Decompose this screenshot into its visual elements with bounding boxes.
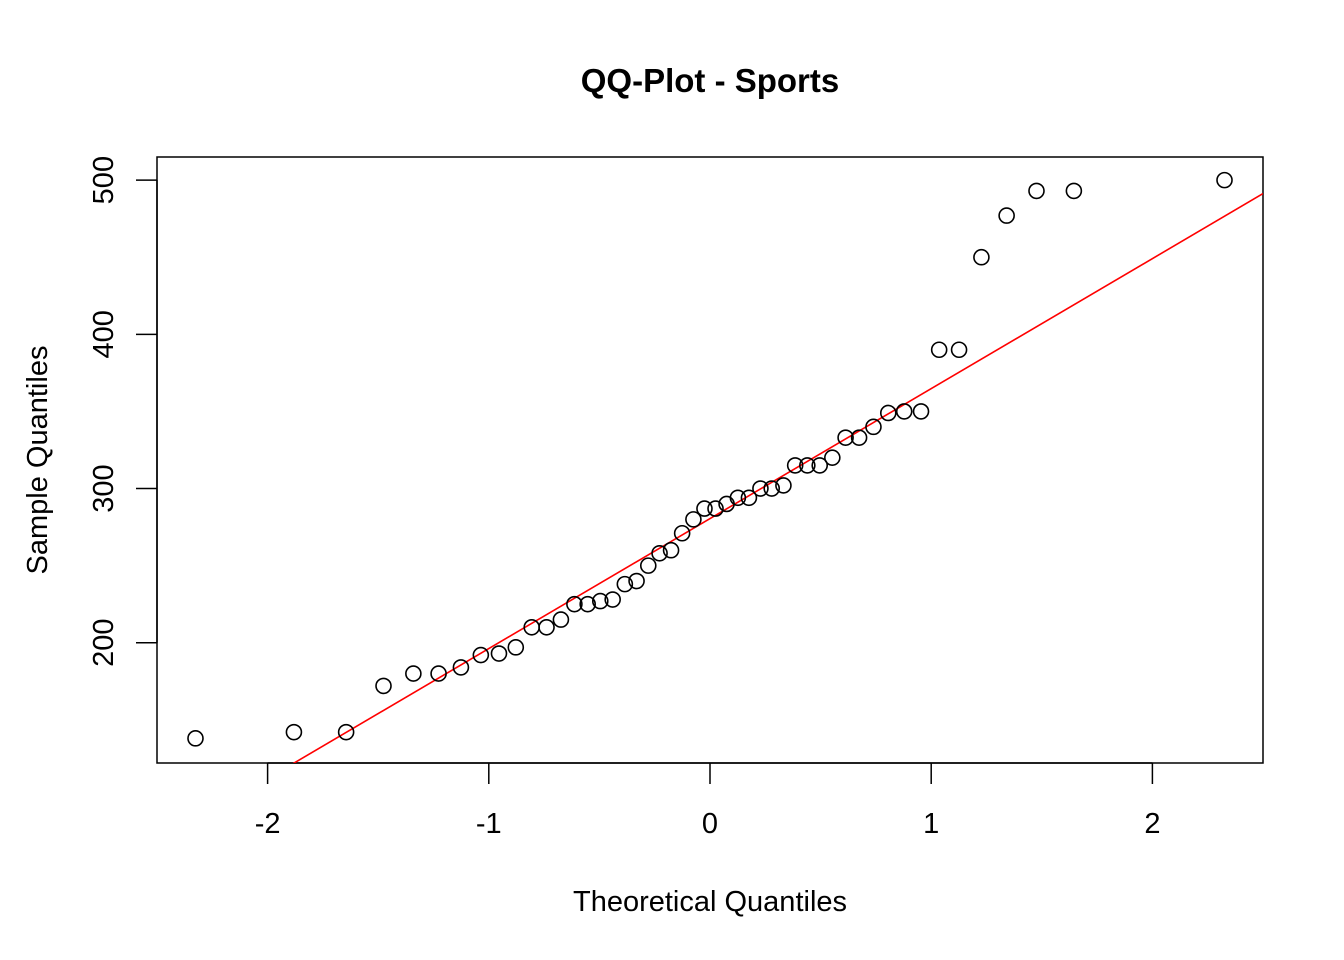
- data-point: [552, 611, 570, 628]
- data-point: [490, 645, 508, 662]
- data-point: [998, 207, 1015, 224]
- data-point: [405, 665, 422, 682]
- y-tick-label: 400: [88, 310, 120, 358]
- data-point: [930, 341, 948, 359]
- data-point: [452, 659, 470, 676]
- data-point: [375, 677, 392, 695]
- data-point: [591, 592, 609, 610]
- qq-reference-line: [292, 192, 1263, 763]
- data-point: [837, 429, 854, 446]
- data-point: [973, 248, 990, 266]
- plot-frame: [156, 156, 1264, 764]
- data-point: [879, 404, 897, 422]
- y-axis: 200 300 400 500: [88, 156, 158, 667]
- data-point: [775, 477, 792, 494]
- y-tick-label: 300: [88, 464, 120, 512]
- y-tick-label: 200: [88, 619, 120, 667]
- data-point: [187, 730, 204, 747]
- data-point: [707, 500, 724, 517]
- y-axis-label: Sample Quantiles: [22, 346, 54, 575]
- data-point: [729, 489, 747, 507]
- data-point: [824, 449, 841, 466]
- data-point: [616, 575, 634, 593]
- data-point: [912, 403, 930, 420]
- data-point: [662, 541, 680, 559]
- data-point: [950, 341, 968, 359]
- plot-area: [187, 171, 1263, 763]
- data-point: [538, 619, 555, 636]
- data-point: [579, 595, 596, 613]
- data-point: [472, 646, 490, 664]
- data-point: [651, 544, 668, 562]
- data-point: [337, 723, 355, 741]
- data-point: [850, 429, 868, 446]
- data-point: [1065, 182, 1083, 200]
- data-point: [628, 572, 645, 590]
- y-tick-label: 500: [88, 156, 120, 204]
- data-point: [566, 595, 583, 613]
- x-tick-label: 0: [702, 808, 718, 840]
- data-point: [752, 480, 769, 497]
- data-point: [740, 489, 758, 507]
- data-point: [763, 480, 781, 497]
- data-point: [507, 639, 525, 656]
- data-point: [895, 403, 913, 420]
- data-point: [1028, 182, 1045, 200]
- x-tick-label: 1: [923, 808, 939, 840]
- x-tick-label: 2: [1144, 808, 1160, 840]
- data-point: [811, 457, 829, 474]
- data-point: [639, 557, 657, 574]
- data-point: [865, 418, 882, 436]
- x-axis-label: Theoretical Quantiles: [573, 886, 847, 918]
- chart-title: QQ-Plot - Sports: [581, 62, 840, 99]
- data-point: [786, 457, 804, 474]
- data-point: [696, 500, 713, 517]
- data-point: [604, 591, 621, 608]
- data-point: [1216, 171, 1233, 189]
- x-tick-label: -1: [476, 808, 502, 840]
- data-point: [673, 524, 691, 542]
- x-axis: -2 -1 0 1 2: [255, 762, 1160, 840]
- data-point: [685, 511, 702, 528]
- data-point: [430, 665, 447, 682]
- data-point: [285, 723, 303, 741]
- data-point: [799, 457, 816, 474]
- x-tick-label: -2: [255, 808, 281, 840]
